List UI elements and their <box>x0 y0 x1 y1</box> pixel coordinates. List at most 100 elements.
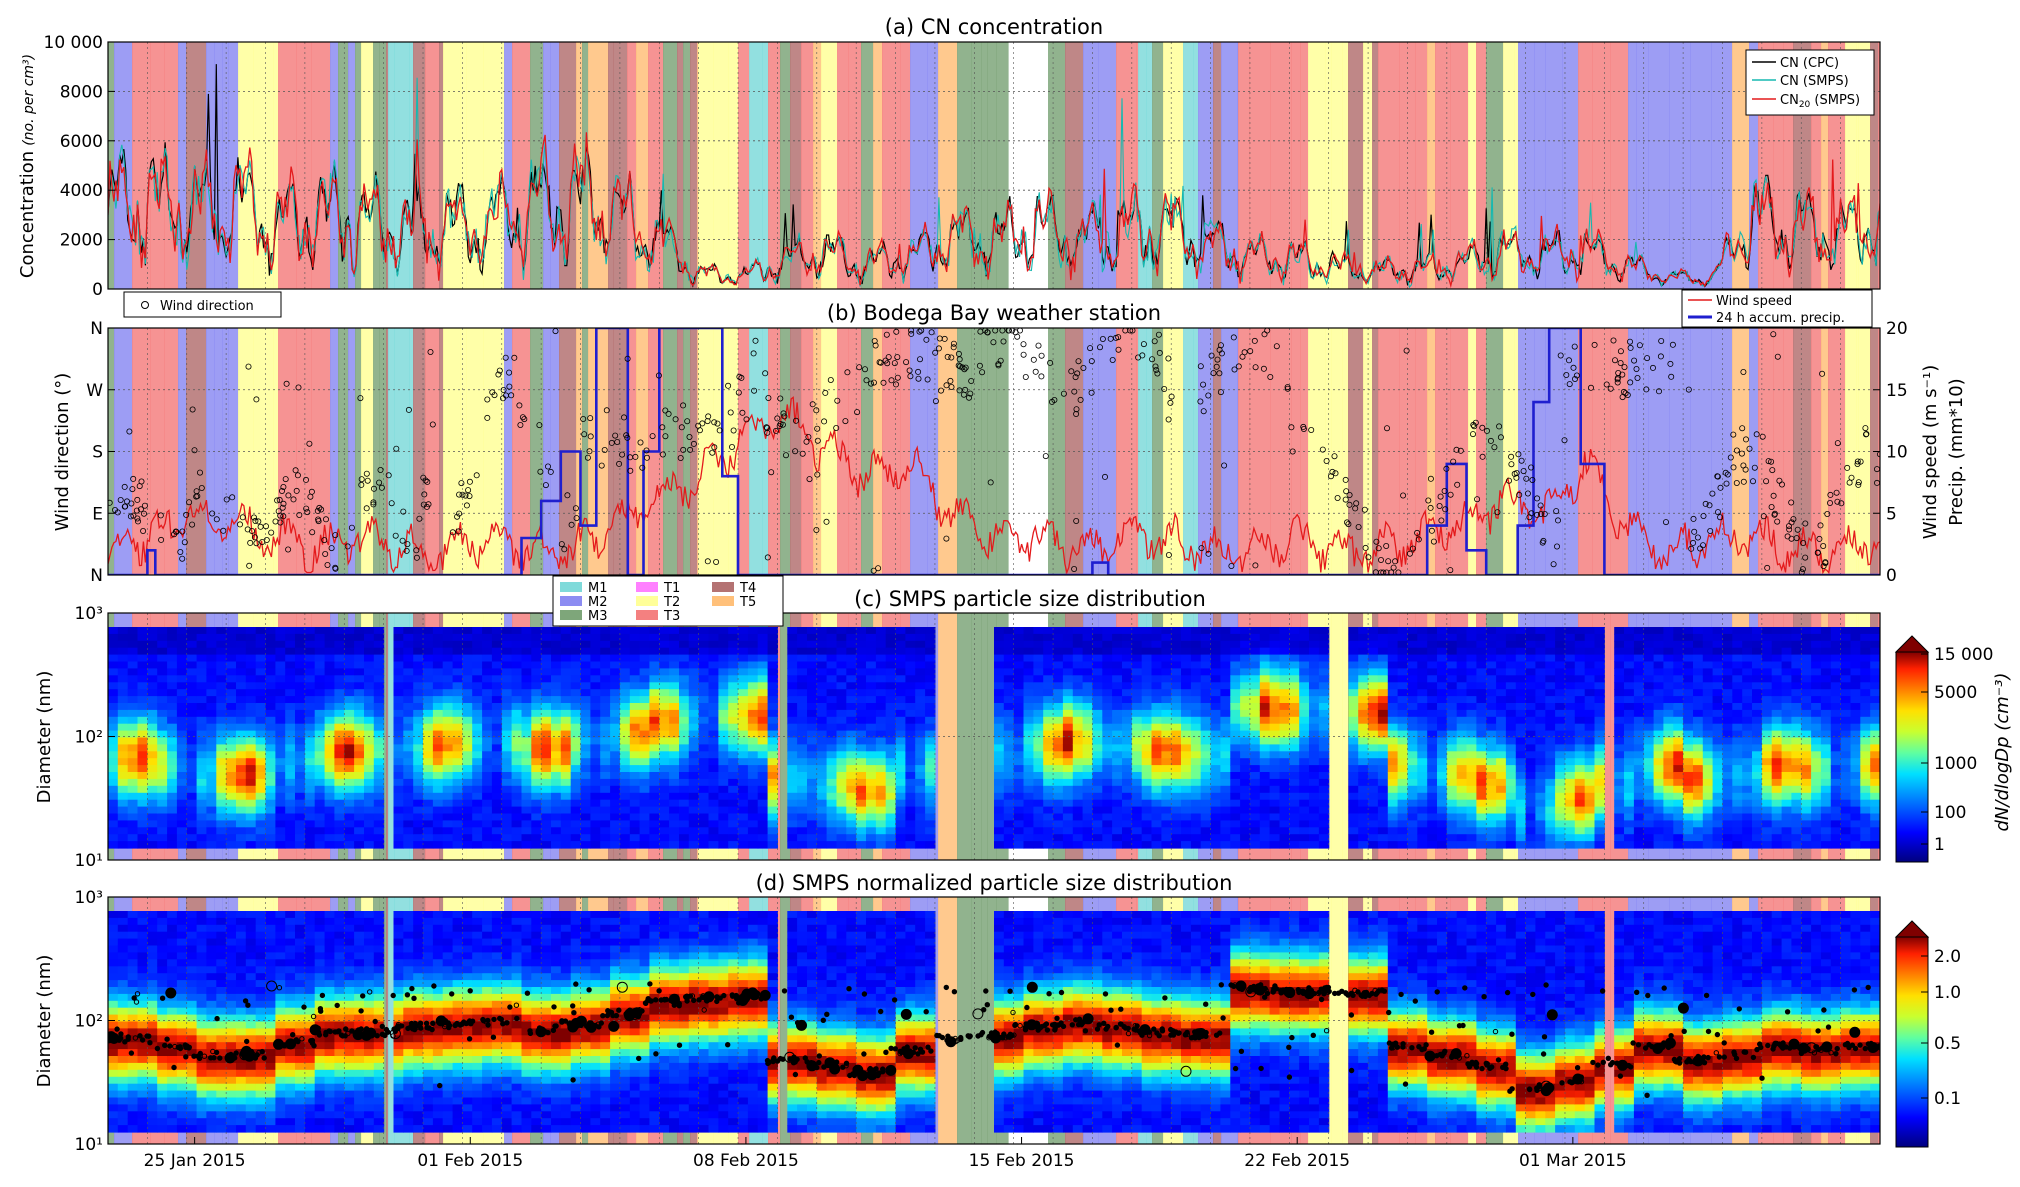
wind-direction-point <box>405 406 412 413</box>
wind-direction-point <box>711 444 718 451</box>
heatmap-cell <box>1250 689 1261 697</box>
airmass-strip <box>1711 328 1733 575</box>
wind-direction-point <box>484 414 491 421</box>
heatmap-cell <box>354 785 365 794</box>
heatmap-cell <box>639 730 650 739</box>
wind-direction-point <box>764 424 771 431</box>
heatmap-cell <box>885 751 897 759</box>
heatmap-cell <box>236 716 247 725</box>
heatmap-cell <box>167 785 178 794</box>
heatmap-cell <box>1072 730 1084 739</box>
wind-direction-point <box>1385 558 1392 565</box>
heatmap-cell <box>373 737 385 745</box>
heatmap-cell <box>925 765 936 773</box>
heatmap-cell <box>511 647 522 656</box>
heatmap-cell <box>738 703 749 711</box>
heatmap-cell <box>147 661 158 669</box>
wind-direction-point <box>1788 499 1795 506</box>
heatmap-cell <box>1102 696 1113 704</box>
heatmap-cell <box>1269 709 1280 718</box>
heatmap-cell <box>1220 661 1231 669</box>
heatmap-cell <box>580 675 591 683</box>
heatmap-cell <box>1190 799 1202 808</box>
heatmap-cell <box>157 723 168 732</box>
heatmap-cell <box>629 723 641 732</box>
heatmap-cell <box>619 765 631 773</box>
heatmap-cell <box>432 834 444 842</box>
wind-direction-point <box>1344 519 1351 526</box>
heatmap-cell <box>462 668 473 676</box>
heatmap-cell <box>196 772 207 780</box>
heatmap-cell <box>669 709 680 718</box>
heatmap-cell <box>117 841 129 849</box>
heatmap-cell <box>482 806 493 815</box>
heatmap-cell <box>167 682 178 690</box>
wind-direction-point <box>502 354 509 361</box>
heatmap-cell <box>206 703 217 711</box>
heatmap-cell <box>1210 841 1221 849</box>
heatmap-cell <box>1112 675 1123 683</box>
heatmap-cell <box>1131 696 1143 704</box>
heatmap-cell <box>915 827 926 835</box>
heatmap-cell <box>610 633 621 642</box>
airmass-strip <box>1628 328 1637 575</box>
heatmap-cell <box>590 799 601 808</box>
heatmap-cell <box>196 751 207 759</box>
heatmap-cell <box>797 716 808 725</box>
heatmap-cell <box>413 709 424 718</box>
airmass-strip <box>460 42 467 289</box>
heatmap-cell <box>688 675 700 683</box>
heatmap-cell <box>373 778 385 787</box>
heatmap-cell <box>905 703 916 711</box>
heatmap-cell <box>521 737 532 745</box>
heatmap-cell <box>117 647 129 656</box>
heatmap-cell <box>1181 758 1192 766</box>
heatmap-cell <box>186 744 198 752</box>
heatmap-cell <box>482 647 493 656</box>
heatmap-cell <box>275 758 286 766</box>
heatmap-cell <box>314 633 326 642</box>
heatmap-cell <box>117 751 129 759</box>
heatmap-cell <box>590 730 601 739</box>
wind-direction-point <box>947 377 954 384</box>
heatmap-cell <box>176 696 188 704</box>
heatmap-cell <box>541 703 552 711</box>
heatmap-cell <box>1259 772 1271 780</box>
heatmap-cell <box>373 654 385 663</box>
airmass-strip <box>1249 42 1271 289</box>
heatmap-cell <box>688 778 700 787</box>
heatmap-cell <box>442 647 454 656</box>
heatmap-cell <box>324 716 335 725</box>
heatmap-cell <box>255 806 267 815</box>
heatmap-cell <box>570 758 582 766</box>
heatmap-cell <box>1062 841 1074 849</box>
heatmap-cell <box>1033 744 1044 752</box>
heatmap-cell <box>1053 647 1064 656</box>
heatmap-cell <box>413 799 424 808</box>
heatmap-cell <box>176 834 188 842</box>
heatmap-cell <box>856 675 867 683</box>
heatmap-cell <box>1259 730 1271 739</box>
airmass-strip <box>1238 42 1250 289</box>
heatmap-cell <box>747 627 759 635</box>
heatmap-cell <box>334 640 345 649</box>
heatmap-cell <box>245 772 257 780</box>
heatmap-cell <box>856 813 867 821</box>
wind-direction-point <box>779 421 786 428</box>
heatmap-cell <box>265 633 276 642</box>
heatmap-cell <box>1141 799 1153 808</box>
heatmap-cell <box>1250 813 1261 821</box>
heatmap-cell <box>629 716 641 725</box>
wind-direction-point <box>1228 563 1235 570</box>
heatmap-cell <box>629 744 641 752</box>
wind-direction-point <box>1427 475 1434 482</box>
heatmap-cell <box>590 654 601 663</box>
heatmap-cell <box>1141 703 1153 711</box>
heatmap-cell <box>1082 668 1093 676</box>
heatmap-cell <box>403 709 414 718</box>
heatmap-cell <box>787 730 798 739</box>
heatmap-cell <box>413 841 424 849</box>
heatmap-cell <box>314 744 326 752</box>
heatmap-cell <box>1112 640 1123 649</box>
heatmap-cell <box>1043 751 1054 759</box>
